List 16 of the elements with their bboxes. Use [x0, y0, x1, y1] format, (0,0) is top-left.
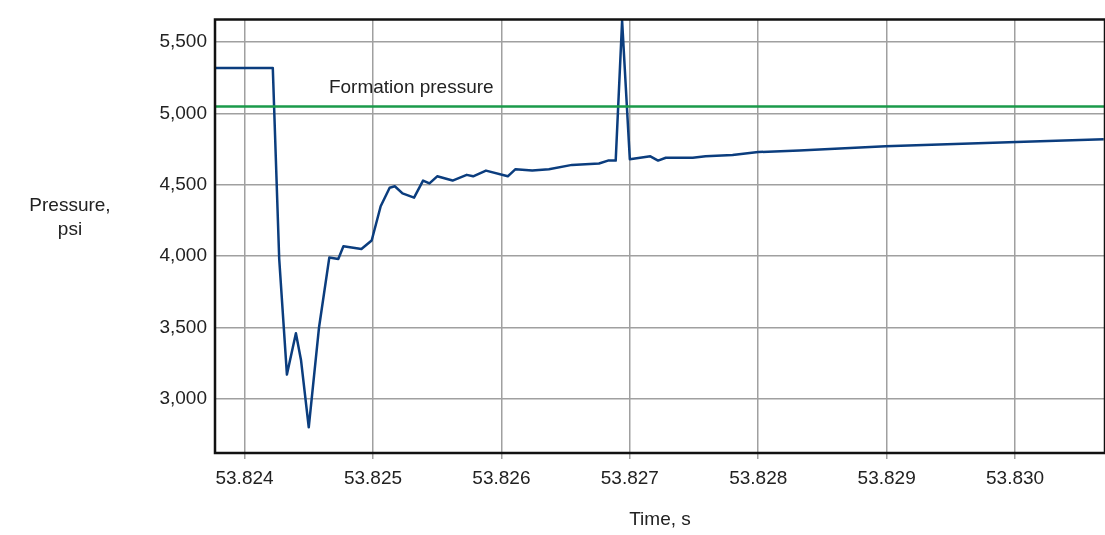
x-tick-label: 53.825: [343, 466, 403, 488]
y-tick-label: 4,000: [159, 244, 207, 266]
x-tick-label: 53.824: [215, 466, 275, 488]
x-tick-label: 53.829: [857, 466, 916, 488]
x-tick-label: 53.826: [472, 466, 531, 488]
ref-line-label: Formation pressure: [328, 76, 494, 98]
x-tick-label: 53.830: [986, 466, 1045, 488]
y-tick-label: 5,500: [159, 30, 207, 52]
x-tick-label: 53.827: [600, 466, 659, 488]
y-tick-label: 4,500: [159, 173, 207, 195]
x-axis-title: Time, s: [629, 507, 691, 529]
y-tick-label: 5,000: [159, 101, 207, 123]
y-axis-title: Pressure, psi: [29, 194, 111, 240]
y-tick-label: 3,500: [159, 315, 207, 337]
y-tick-label: 3,000: [159, 387, 207, 409]
x-tick-label: 53.828: [729, 466, 788, 488]
